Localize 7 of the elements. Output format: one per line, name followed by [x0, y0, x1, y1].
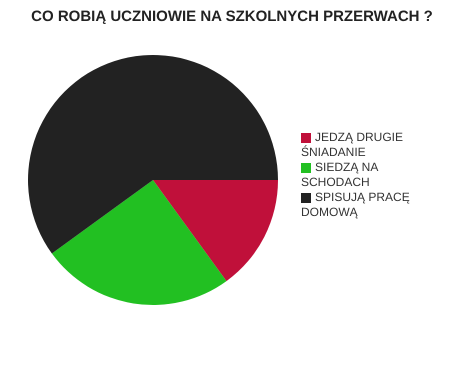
pie-slice	[28, 55, 278, 254]
legend-label: SPISUJĄ PRACĘ DOMOWĄ	[301, 190, 410, 219]
legend-label: SIEDZĄ NA SCHODACH	[301, 160, 378, 189]
chart-title: CO ROBIĄ UCZNIOWIE NA SZKOLNYCH PRZERWACH ?	[30, 8, 434, 25]
pie-slice	[153, 180, 278, 282]
pie-slice	[52, 180, 226, 305]
legend-label: JEDZĄ DRUGIE ŚNIADANIE	[301, 130, 404, 159]
